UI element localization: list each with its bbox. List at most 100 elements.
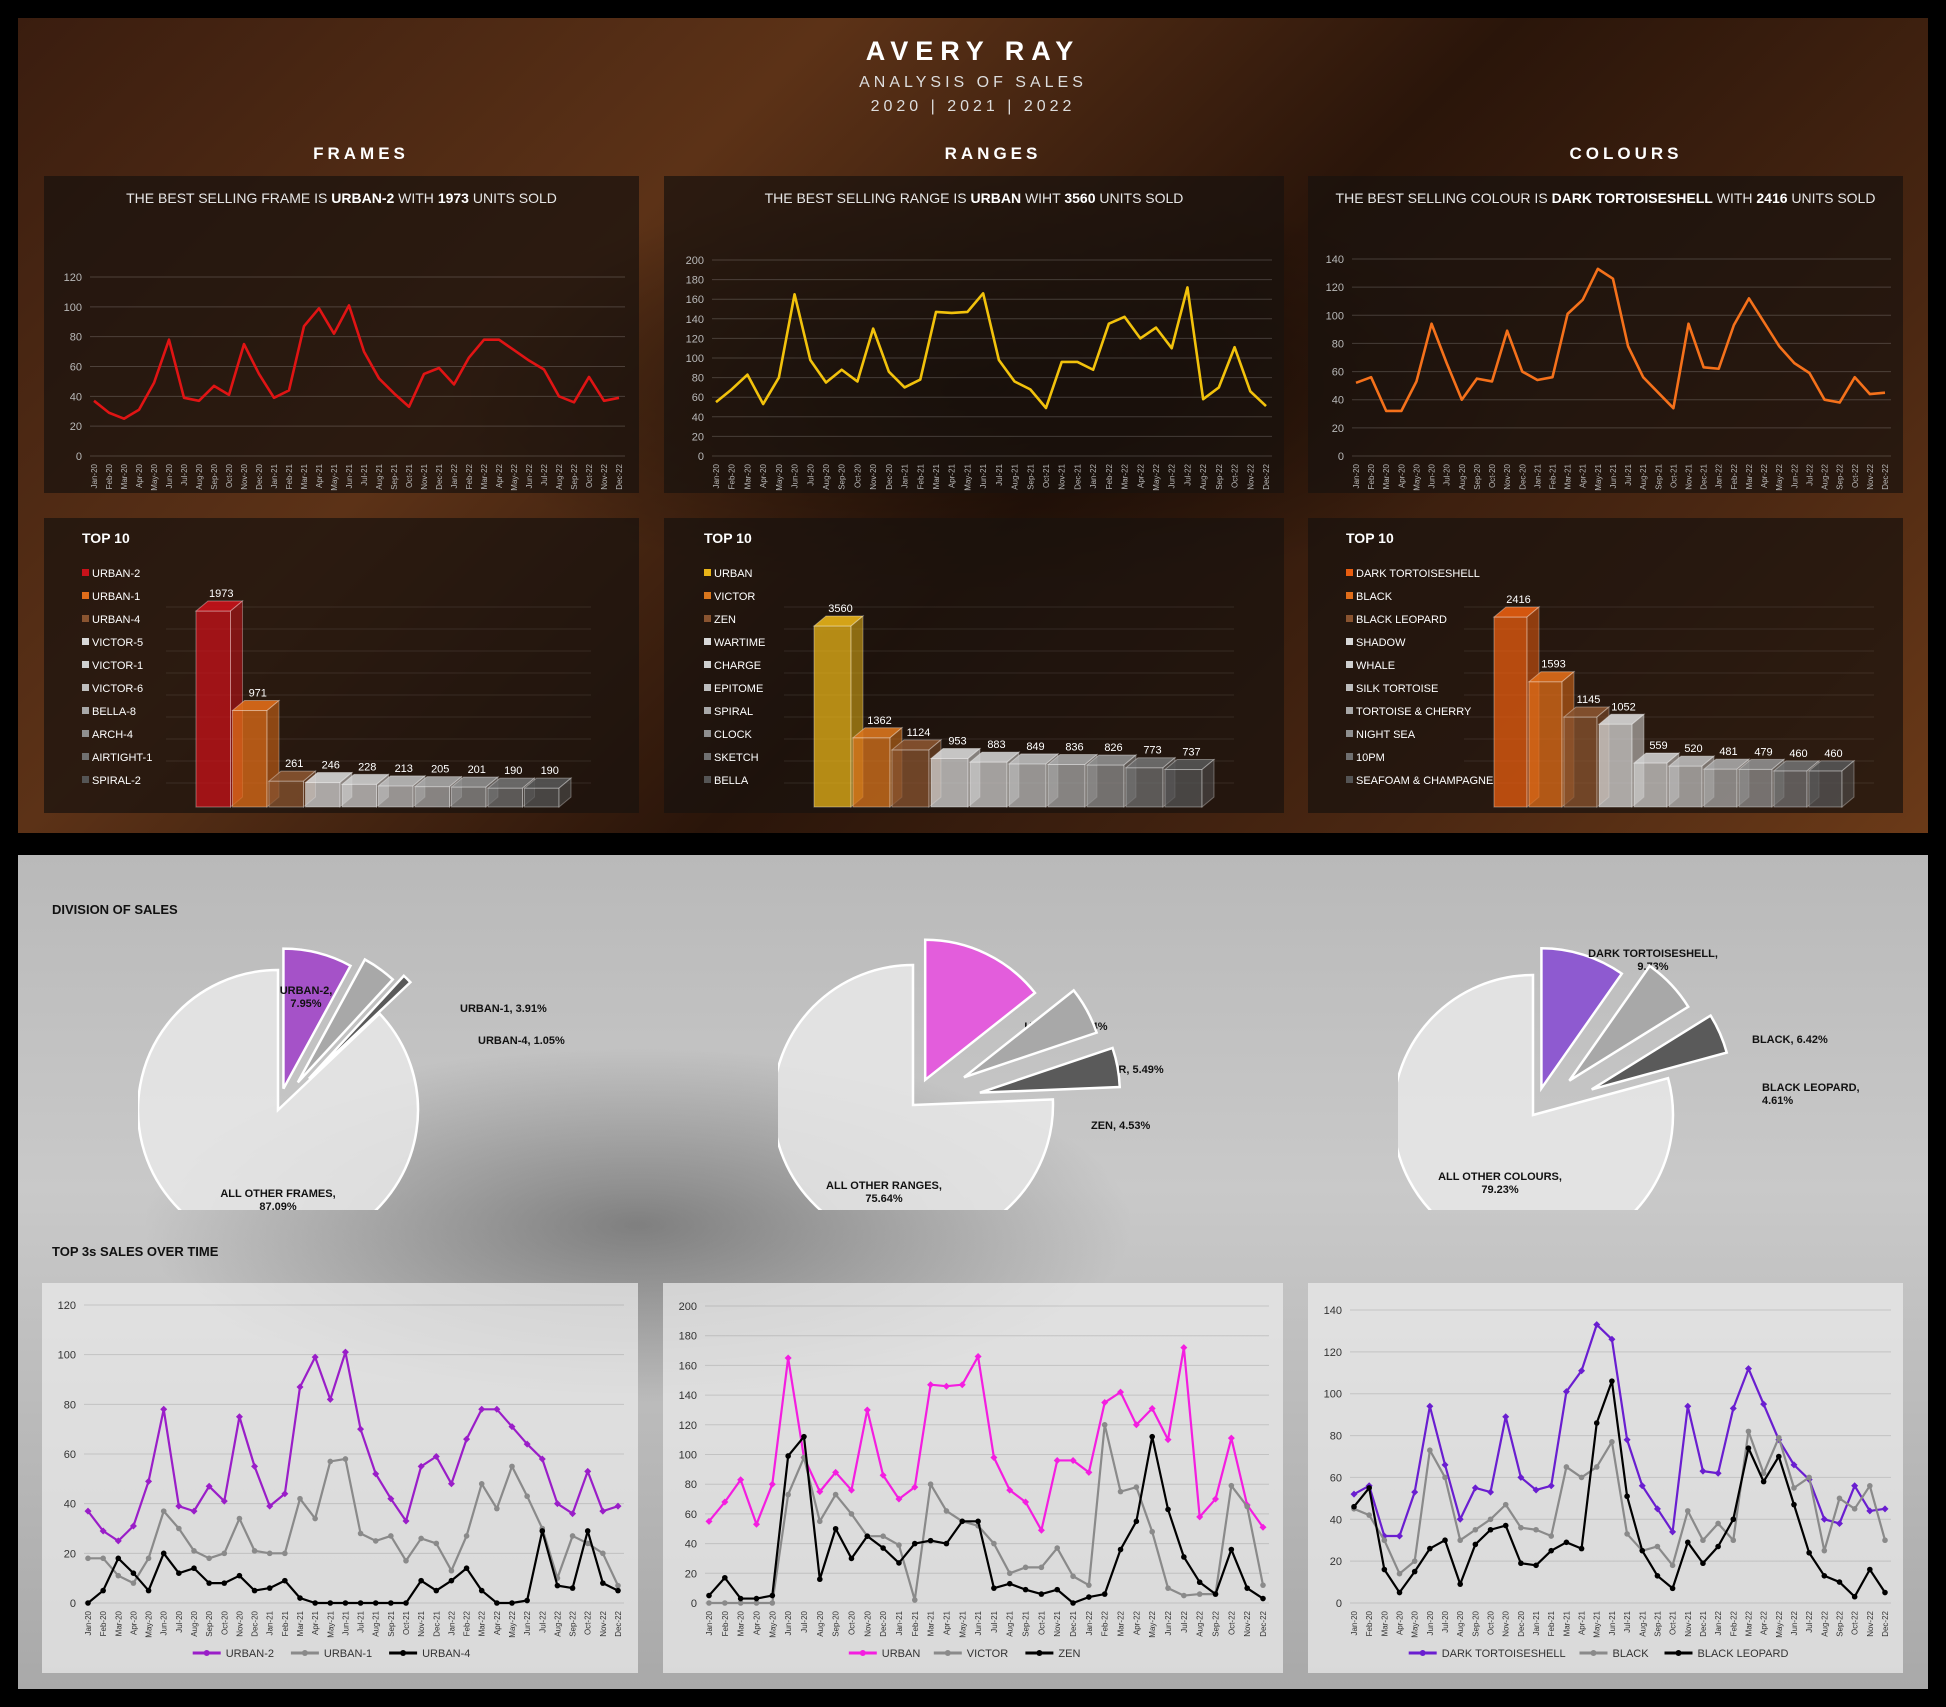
x-tick-label: May-21 [330, 463, 339, 490]
subtitle: ANALYSIS OF SALES [859, 74, 1087, 91]
x-tick-label: Aug-21 [1639, 463, 1648, 489]
bar-value-label: 3560 [828, 603, 852, 615]
data-point [927, 1381, 935, 1389]
data-point [896, 1542, 902, 1548]
bar-front [487, 787, 523, 808]
data-point [943, 1508, 950, 1514]
frames-best-text: THE BEST SELLING FRAME IS URBAN-2 WITH 1… [126, 190, 557, 206]
data-point [1101, 1399, 1109, 1407]
x-tick-label: Jul-22 [538, 1610, 547, 1632]
data-point [341, 1348, 349, 1356]
x-tick-label: Oct-21 [1037, 1610, 1046, 1635]
x-tick-label: Jan-20 [712, 463, 721, 488]
data-point [1086, 1594, 1092, 1600]
data-point [848, 1555, 855, 1562]
x-tick-label: Dec-20 [255, 463, 264, 489]
legend-label: VICTOR-1 [92, 660, 143, 672]
data-point [1441, 1461, 1449, 1469]
data-point [1381, 1537, 1388, 1544]
x-tick-label: Jul-22 [1805, 1610, 1814, 1632]
legend-label: DARK TORTOISESHELL [1442, 1648, 1566, 1660]
data-point [388, 1600, 394, 1606]
legend-label: SHADOW [1356, 637, 1406, 649]
data-point [1472, 1526, 1479, 1533]
legend-label: NIGHT SEA [1356, 729, 1416, 741]
frames-top3-chart: 0 20 40 60 80 100 120 Jan-20 Feb-20 Mar-20 Apr-20 M… [58, 1300, 624, 1660]
data-point [1882, 1537, 1888, 1544]
data-point [266, 1550, 273, 1557]
x-tick-label: Aug-21 [1638, 1610, 1647, 1636]
x-tick-label: Sep-21 [390, 463, 399, 489]
data-point [1427, 1447, 1433, 1454]
data-point [1471, 1484, 1479, 1492]
x-tick-label: Jun-20 [1426, 1610, 1435, 1635]
data-point [832, 1491, 839, 1498]
series-line-main [1355, 267, 1886, 413]
legend-label: URBAN [882, 1648, 921, 1660]
ranges-top10-panel: TOP 10 3560 1362 1124 953 883 849 836 826 773 737… [664, 518, 1284, 813]
bottom-dashboard: DIVISION OF SALES URBAN-2, 7.95% URBAN-1, … [18, 855, 1928, 1689]
data-point [84, 1507, 92, 1515]
bar-value-label: 1124 [907, 727, 931, 739]
data-point [1851, 1482, 1859, 1490]
x-tick-label: Jun-20 [791, 463, 800, 488]
bar-front [451, 786, 487, 808]
data-point [1638, 1482, 1646, 1490]
colours-top3-chart: 0 20 40 60 80 100 120 140 Jan-20 Feb-20 Mar-20 Apr-… [1324, 1305, 1891, 1660]
data-point [753, 1595, 760, 1602]
data-point [1006, 1486, 1014, 1494]
x-tick-label: May-20 [150, 463, 159, 490]
bar-value-label: 481 [1719, 746, 1737, 758]
data-point [1548, 1533, 1555, 1539]
legend-label: ZEN [1058, 1648, 1080, 1660]
data-point [509, 1600, 515, 1606]
data-point [1411, 1558, 1418, 1564]
data-point [1760, 1400, 1768, 1408]
data-point [1133, 1518, 1140, 1525]
x-tick-label: May-20 [768, 1610, 777, 1637]
data-point [1624, 1531, 1630, 1537]
y-tick-label: 40 [1332, 395, 1344, 407]
data-point [1180, 1344, 1188, 1352]
data-point [768, 1480, 776, 1488]
data-point [1426, 1402, 1434, 1410]
data-point [1227, 1434, 1235, 1442]
x-tick-label: Jul-22 [1805, 463, 1814, 485]
x-tick-label: Jul-21 [357, 1610, 366, 1632]
bar-front [524, 787, 560, 808]
data-point [879, 1471, 887, 1479]
data-point [959, 1518, 966, 1525]
x-tick-label: Jul-21 [995, 463, 1004, 485]
x-tick-label: Sep-21 [387, 1610, 396, 1636]
bar-value-label: 836 [1065, 741, 1083, 753]
y-tick-label: 120 [679, 1420, 697, 1432]
bar-front [1125, 767, 1164, 808]
data-point [1791, 1501, 1797, 1508]
data-point [722, 1600, 728, 1606]
data-point [1502, 1413, 1510, 1421]
legend-label: WHALE [1356, 660, 1395, 672]
x-tick-label: Jun-21 [1608, 1610, 1617, 1635]
x-tick-label: Aug-21 [1006, 1610, 1015, 1636]
data-point [100, 1587, 106, 1594]
x-tick-label: Jun-20 [1428, 463, 1437, 488]
data-point [1563, 1539, 1570, 1546]
x-tick-label: Feb-20 [721, 1610, 730, 1636]
data-point [1228, 1482, 1235, 1489]
data-point [722, 1574, 728, 1581]
x-tick-label: May-22 [508, 1610, 517, 1637]
x-tick-label: Sep-20 [210, 463, 219, 489]
bar-front [891, 749, 930, 808]
legend-swatch [1346, 776, 1353, 783]
x-tick-label: Sep-22 [1215, 463, 1224, 489]
x-tick-label: Jan-20 [84, 1610, 93, 1635]
y-tick-label: 80 [685, 1479, 697, 1491]
data-point [1866, 1507, 1874, 1515]
y-tick-label: 60 [64, 1449, 76, 1461]
y-tick-label: 160 [686, 294, 704, 306]
data-point [160, 1550, 167, 1557]
bar-front [1528, 681, 1563, 808]
data-point [1836, 1579, 1843, 1585]
data-point [493, 1405, 501, 1413]
data-point [1547, 1482, 1555, 1490]
